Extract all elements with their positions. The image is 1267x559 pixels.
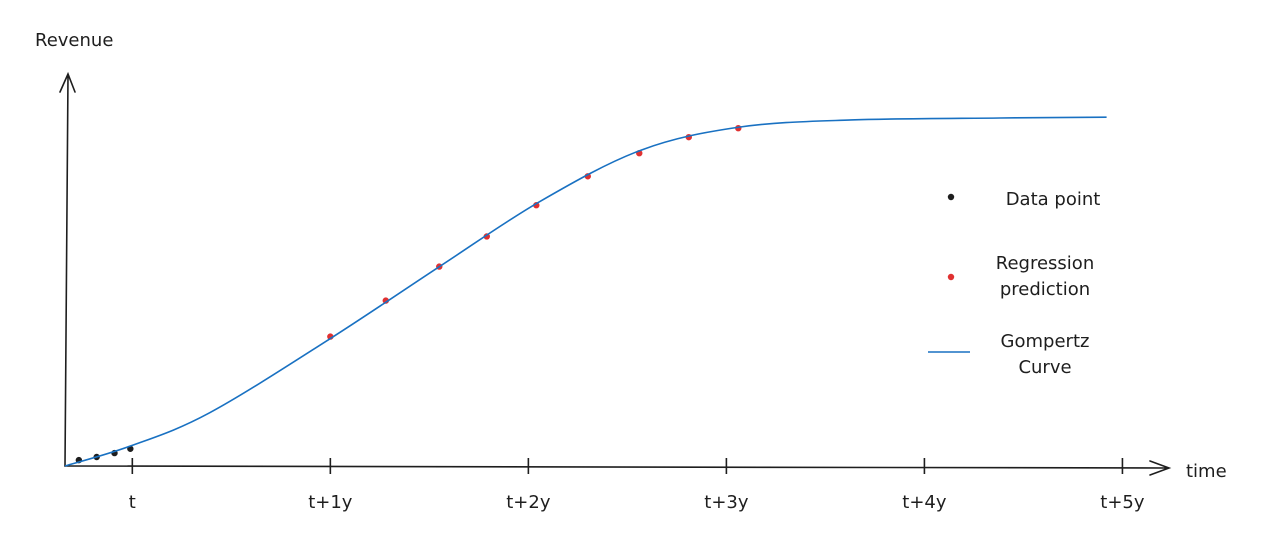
legend-label: Regression prediction	[995, 253, 1095, 300]
x-axis	[64, 460, 1172, 476]
x-tick-label: t+3y	[704, 492, 749, 513]
x-tick-label: t	[129, 492, 136, 513]
x-tick-label: t+1y	[308, 492, 353, 513]
legend-marker	[947, 193, 955, 201]
y-axis	[59, 71, 76, 467]
x-tick-label: t+4y	[902, 492, 947, 513]
x-axis-label: time	[1186, 461, 1227, 482]
curve	[64, 116, 1107, 467]
legend-marker	[947, 273, 955, 281]
x-tick-label: t+5y	[1100, 492, 1145, 513]
legend-label: Gompertz Curve	[1000, 331, 1090, 378]
x-tick-label: t+2y	[506, 492, 551, 513]
y-axis-label: Revenue	[35, 30, 113, 51]
data-point	[382, 297, 389, 304]
data-point	[533, 202, 540, 209]
legend-label: Data point	[1005, 189, 1101, 210]
